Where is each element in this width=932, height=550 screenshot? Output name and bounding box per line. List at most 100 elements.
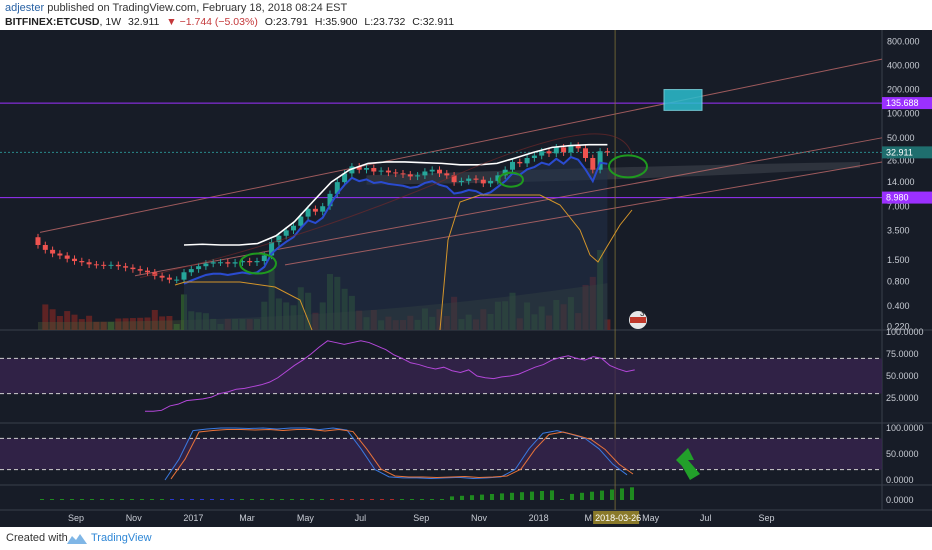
hist-bar [270, 499, 274, 500]
date-badge-label: 2018-03-26 [595, 513, 641, 523]
candle-body [210, 262, 216, 264]
candle-body [225, 262, 231, 264]
hist-bar [40, 499, 44, 500]
symbol-label: BITFINEX:ETCUSD [5, 16, 100, 28]
candle-body [458, 180, 464, 183]
y-tick-label: 800.000 [887, 36, 920, 46]
hist-bar [100, 499, 104, 500]
candle-body [57, 253, 63, 256]
candle-body [400, 173, 406, 175]
candle-body [145, 270, 150, 273]
channel-lower-line [284, 161, 883, 266]
candle-body [444, 173, 450, 176]
x-tick-label: Sep [413, 513, 429, 523]
y-tick-label: 26.000 [887, 156, 915, 166]
candle-body [371, 168, 377, 172]
candle-body [298, 216, 304, 226]
candle-body [597, 151, 603, 170]
stoch-k-line [164, 427, 628, 481]
candle-body [64, 255, 70, 259]
candle-body [123, 266, 129, 268]
candle-body [524, 158, 530, 164]
candle-body [546, 151, 552, 154]
x-tick-label: May [297, 513, 315, 523]
x-tick-label: Nov [126, 513, 143, 523]
candle-body [232, 262, 238, 264]
hist-bar [190, 499, 194, 500]
publish-header: adjester published on TradingView.com, F… [0, 0, 932, 30]
candle-body [604, 151, 610, 153]
candle-body [495, 175, 501, 181]
volume-bar [159, 316, 166, 330]
hist-bar [240, 499, 244, 500]
candle-body [473, 178, 479, 180]
author-link[interactable]: adjester [5, 2, 45, 14]
hist-bar [80, 499, 84, 500]
candle-body [261, 255, 267, 262]
hist-bar [530, 491, 534, 500]
price-badge-label: 8.980 [886, 193, 909, 203]
volume-bar [151, 309, 158, 330]
x-tick-label: May [642, 513, 660, 523]
x-tick-label: 2017 [183, 513, 203, 523]
candle-body [239, 261, 245, 263]
hist-bar [460, 495, 464, 500]
y-tick-label: 0.220 [887, 322, 910, 332]
price-badge [882, 97, 932, 110]
candle-body [583, 148, 588, 159]
y-tick-label: 200.000 [887, 85, 920, 95]
candle-body [218, 262, 223, 264]
price-chart[interactable]: 3 800.000 400.000 200.000 100.000 50.000 26.0… [0, 30, 932, 527]
event-badge-count: 3 [640, 309, 645, 318]
candle-body [480, 179, 486, 184]
stoch-tick-label: 50.0000 [886, 449, 919, 459]
price-axis[interactable] [882, 30, 932, 527]
hist-bar [630, 487, 634, 500]
hist-bar [50, 499, 54, 500]
hist-bar [370, 499, 374, 500]
y-tick-label: 3.500 [887, 225, 910, 235]
candle-body [159, 275, 165, 278]
candle-body [130, 267, 136, 270]
up-arrow [676, 448, 700, 480]
candle-body [181, 272, 187, 280]
high-label: H:35.900 [314, 16, 358, 28]
hist-bar [310, 499, 314, 500]
candle-body [407, 174, 413, 177]
stoch-band [0, 438, 882, 470]
hist-bar [390, 499, 394, 500]
chart-panel[interactable]: 3 800.000 400.000 200.000 100.000 50.000 26.0… [0, 30, 932, 527]
stoch-tick-label: 0.0000 [886, 475, 914, 485]
change-label: ▼ −1.744 (−5.03%) [166, 16, 258, 28]
x-tick-label: Jul [700, 513, 712, 523]
candle-body [364, 168, 369, 170]
candle-body [451, 175, 457, 183]
volume-bar [144, 317, 151, 330]
hist-bar [400, 499, 404, 500]
y-tick-label: 14.000 [887, 177, 915, 187]
y-tick-label: 0.400 [887, 301, 910, 311]
volume-bar [56, 315, 63, 330]
rsi-tick-label: 25.0000 [886, 393, 919, 403]
candle-body [437, 169, 442, 174]
y-tick-label: 100.000 [887, 109, 920, 119]
hist-bar [300, 499, 304, 500]
tradingview-brand[interactable]: TradingView [91, 532, 152, 544]
y-tick-label: 50.000 [887, 133, 915, 143]
hist-bar [620, 488, 624, 500]
close-label: C:32.911 [412, 16, 455, 28]
hist-bar [550, 490, 554, 500]
created-with-label: Created with [6, 532, 68, 544]
volume-bar [100, 321, 107, 330]
hist-bar [280, 499, 284, 500]
volume-bar [64, 311, 71, 330]
candle-body [561, 147, 567, 153]
support-circle-3 [608, 154, 648, 179]
hist-bar [420, 499, 424, 500]
y-tick-label: 1.500 [887, 255, 910, 265]
candle-body [568, 145, 574, 153]
price-badge [882, 146, 932, 159]
hist-bar [250, 499, 254, 500]
candle-body [393, 172, 399, 174]
hist-bar [570, 493, 574, 500]
